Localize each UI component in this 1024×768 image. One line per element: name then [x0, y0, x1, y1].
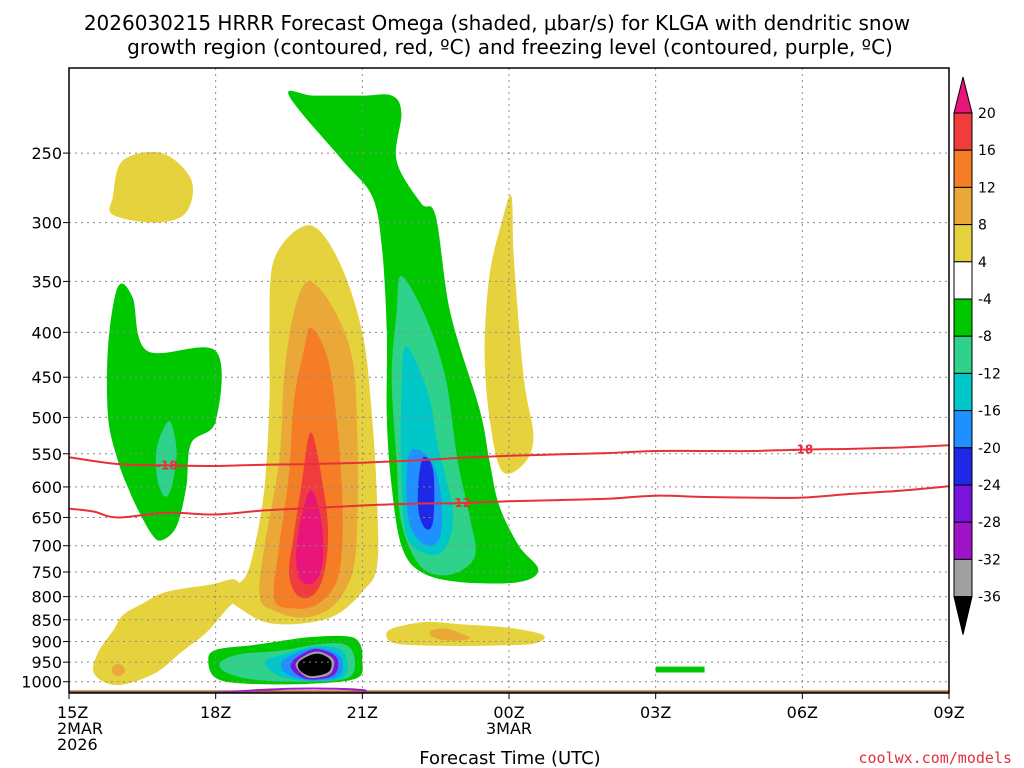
colorbar-segment	[953, 298, 973, 337]
omega-region-dark-blue-core	[417, 456, 435, 530]
colorbar-tick-label: -28	[978, 515, 1001, 531]
omega-region-mid-orange-blob	[429, 628, 471, 641]
omega-region-upper-yellow-blob	[109, 151, 194, 223]
omega-region-lower-black-core	[297, 653, 332, 677]
colorbar-segment	[953, 484, 973, 523]
y-axis: 250 300 350 400 450 500 550 600 650 700 750 800 850 9…	[21, 144, 69, 692]
colorbar-segment	[953, 521, 973, 560]
omega-region-left-green-plume	[106, 283, 222, 541]
y-tick-label: 550	[31, 445, 62, 464]
colorbar-segment	[953, 447, 973, 486]
x-tick-label: 18Z	[200, 703, 231, 722]
y-tick-label: 950	[31, 653, 62, 672]
colorbar-segment	[953, 224, 973, 263]
y-tick-label: 300	[31, 214, 62, 233]
omega-region-small-orange-dot	[112, 663, 126, 677]
x-tick-label: 21Z	[347, 703, 378, 722]
y-tick-label: 750	[31, 563, 62, 582]
omega-region-mid-yellow-blob	[386, 621, 545, 647]
y-tick-label: 400	[31, 323, 62, 342]
x-tick-label: 09Z	[933, 703, 964, 722]
omega-region-right-yellow-plume	[484, 195, 534, 474]
colorbar-segment	[953, 149, 973, 188]
colorbar-tick-label: -4	[978, 292, 992, 308]
colorbar-tick-label: -36	[978, 590, 1001, 606]
colorbar-segment	[953, 335, 973, 374]
colorbar-segment	[953, 261, 973, 300]
y-tick-label: 700	[31, 537, 62, 556]
y-tick-label: 450	[31, 368, 62, 387]
colorbar-tick-label: -8	[978, 329, 992, 345]
colorbar-tick-label: 8	[978, 218, 987, 234]
colorbar-top-arrow	[953, 76, 973, 114]
x-tick-label: 2026	[57, 735, 98, 754]
colorbar-bottom-arrow	[953, 596, 973, 635]
surface-ground-fill	[69, 690, 949, 693]
y-tick-label: 250	[31, 144, 62, 163]
y-tick-label: 600	[31, 478, 62, 497]
colorbar-tick-label: 16	[978, 143, 996, 159]
x-axis-label: Forecast Time (UTC)	[419, 748, 600, 768]
omega-region-left-cyan-core	[155, 421, 177, 497]
surface-ground	[69, 690, 949, 693]
colorbar-segment	[953, 410, 973, 449]
omega-region-small-green-bar	[655, 666, 705, 673]
colorbar-tick-label: -12	[978, 366, 1001, 382]
x-tick-label: 03Z	[640, 703, 671, 722]
colorbar-tick-label: 4	[978, 255, 987, 271]
colorbar: 20 16 12 8 4 -4 -8 -12 -16 -20 -24 -28 -32 -36	[953, 76, 1001, 635]
chart-title-line-1: 2026030215 HRRR Forecast Omega (shaded, …	[84, 11, 910, 35]
site-credit: coolwx.com/models	[858, 749, 1012, 767]
grid-lines	[69, 68, 949, 693]
dendritic-contour--12	[69, 485, 949, 519]
x-tick-label: 3MAR	[486, 719, 532, 738]
colorbar-tick-label: 12	[978, 180, 996, 196]
colorbar-tick-label: -20	[978, 441, 1001, 457]
contour-label: -12	[449, 496, 471, 510]
freezing-level-contour	[215, 687, 367, 693]
colorbar-tick-label: 20	[978, 106, 996, 122]
colorbar-tick-label: -24	[978, 478, 1001, 494]
x-tick-label: 06Z	[787, 703, 818, 722]
colorbar-tick-label: -32	[978, 552, 1001, 568]
x-tick-label: 15Z	[57, 703, 88, 722]
x-tick-label: 00Z	[493, 703, 524, 722]
x-tick-label: 2MAR	[57, 719, 103, 738]
contour-label: -18	[791, 443, 813, 457]
y-tick-label: 850	[31, 611, 62, 630]
y-tick-label: 500	[31, 408, 62, 427]
colorbar-segment	[953, 372, 973, 412]
y-tick-label: 900	[31, 633, 62, 652]
contour-label: -18	[156, 458, 178, 472]
temperature-contours: -18 -18 -12	[69, 443, 949, 693]
omega-shading	[92, 90, 705, 686]
omega-region-magenta-core	[296, 490, 324, 585]
chart-title-line-2: growth region (contoured, red, ºC) and f…	[127, 35, 893, 59]
colorbar-segment	[953, 186, 973, 226]
colorbar-segment	[953, 112, 973, 151]
colorbar-tick-label: -16	[978, 404, 1001, 420]
colorbar-segment	[953, 558, 973, 598]
y-tick-label: 1000	[21, 673, 62, 692]
omega-region-yellow-tail-down	[92, 579, 241, 686]
y-tick-label: 650	[31, 508, 62, 527]
y-tick-label: 350	[31, 272, 62, 291]
dendritic-contour--18	[69, 444, 949, 468]
y-tick-label: 800	[31, 588, 62, 607]
